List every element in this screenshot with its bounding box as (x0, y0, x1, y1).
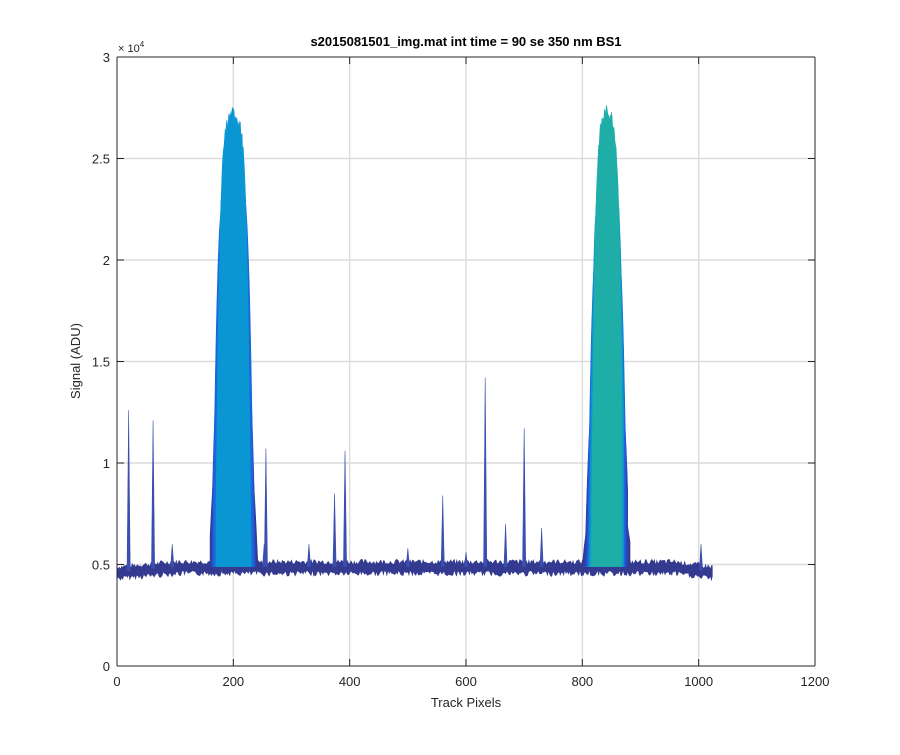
x-tick-label: 600 (455, 674, 477, 689)
spike-mark (483, 377, 488, 567)
spike-mark (464, 552, 468, 567)
x-tick-label: 1200 (801, 674, 830, 689)
spike-mark (151, 420, 155, 569)
y-tick-label: 0.5 (92, 558, 110, 573)
y-tick-label: 0 (103, 659, 110, 674)
plot-layer (117, 104, 713, 582)
y-tick-label: 2.5 (92, 152, 110, 167)
spike-mark (522, 428, 527, 567)
spike-mark (699, 544, 703, 571)
spike-mark (503, 523, 508, 567)
spike-mark (405, 548, 410, 567)
spike-mark (264, 448, 268, 567)
y-axis-exponent: × 104 (118, 40, 145, 55)
y-axis-exponent-power: 4 (140, 40, 145, 49)
y-axis-exponent-base: × 10 (118, 43, 140, 55)
axis-layer: 0 200 400 600 800 1000 1200 0 0.5 1 1.5 2 2.5 3 (92, 50, 830, 689)
y-tick-label: 1.5 (92, 355, 110, 370)
x-tick-label: 400 (339, 674, 361, 689)
y-axis-label: Signal (ADU) (68, 323, 83, 399)
spike-mark (126, 410, 131, 571)
y-tick-label: 3 (103, 50, 110, 65)
peak-area-series-4 (215, 107, 252, 567)
x-axis-label: Track Pixels (431, 695, 502, 710)
spike-mark (343, 450, 347, 567)
x-tick-label: 800 (571, 674, 593, 689)
peak-area-series-5 (589, 104, 623, 567)
spike-mark (440, 495, 445, 567)
spike-mark (170, 544, 175, 568)
y-tick-label: 1 (103, 456, 110, 471)
spike-mark (307, 544, 311, 567)
chart-title: s2015081501_img.mat int time = 90 se 350… (310, 34, 621, 49)
x-tick-label: 1000 (684, 674, 713, 689)
y-tick-label: 2 (103, 253, 110, 268)
x-tick-label: 200 (222, 674, 244, 689)
spike-mark (539, 527, 544, 567)
x-tick-label: 0 (113, 674, 120, 689)
spike-mark (332, 493, 337, 567)
